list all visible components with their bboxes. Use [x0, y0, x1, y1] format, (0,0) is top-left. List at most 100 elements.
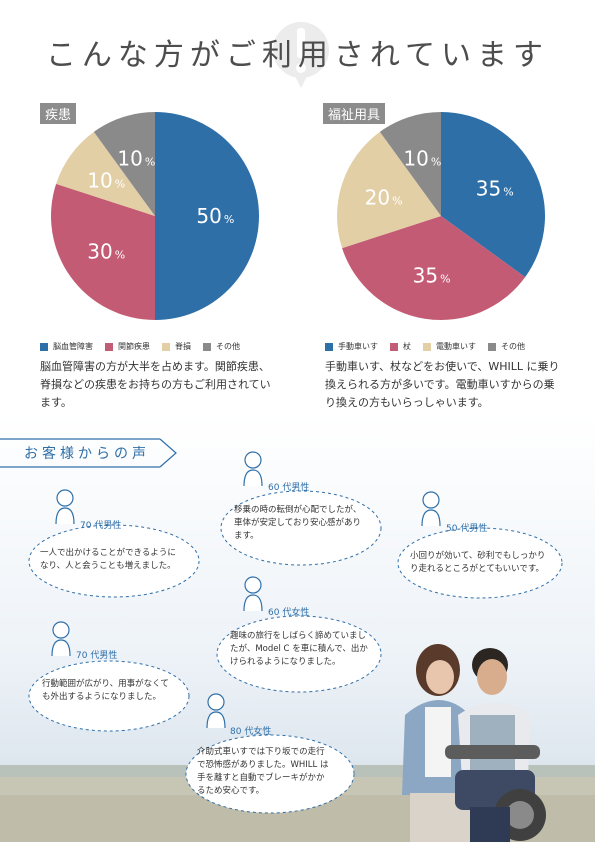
legend-label: その他	[501, 342, 525, 351]
pie-slice	[93, 112, 155, 216]
voice-text-line: 趣味の旅行をしばらく諦めていまし	[230, 631, 367, 641]
elderly-man-icon	[55, 489, 75, 525]
pie-slice-value: 10	[117, 147, 142, 171]
legend-item: 脊損	[162, 341, 191, 352]
legend-label: その他	[216, 342, 240, 351]
legend-swatch	[162, 342, 170, 351]
pie-slice-label: 10%	[403, 147, 441, 171]
pie-slice-label: 30%	[87, 239, 125, 263]
legend-swatch	[423, 342, 431, 351]
pie-slice	[379, 112, 441, 216]
elderly-woman-icon	[206, 693, 226, 729]
voice-text-line: も外出するようになりました。	[42, 692, 162, 702]
percent-sign: %	[145, 156, 155, 169]
voice-text-line: たが、Model C を車に積んで、出か	[230, 644, 368, 654]
voice-bubble	[28, 524, 200, 598]
pie-slice-label: 10%	[87, 169, 125, 193]
voice-age: 70 代男性	[76, 651, 118, 661]
legend-item: 脳血管障害	[40, 341, 93, 352]
disease-tag: 疾患	[40, 103, 77, 124]
pie-slice-label: 10%	[117, 147, 155, 171]
legend-item: その他	[203, 341, 240, 352]
percent-sign: %	[392, 194, 402, 207]
pie-slice-label: 35%	[413, 264, 451, 288]
pie-slice	[56, 131, 156, 216]
voice-text-line: 小回りが効いて、砂利でもしっかり	[410, 551, 546, 561]
legend-label: 脊損	[175, 342, 191, 351]
voice-bubble	[216, 615, 382, 693]
voice-bubble	[28, 660, 190, 732]
pie-slice-value: 10	[403, 147, 428, 171]
percent-sign: %	[224, 213, 234, 226]
pie-slice-value: 30	[87, 239, 112, 263]
equipment-pie-chart: 35 %35 %20 %10%	[337, 112, 545, 320]
voice-text-line: 一人で出かけることができるように	[40, 548, 176, 558]
description-line: 脊損などの疾患をお持ちの方もご利用されてい	[40, 378, 271, 391]
voice-text-line: 介助式車いすでは下り坂での走行	[197, 747, 325, 757]
description-line: ます。	[40, 396, 72, 409]
voices-heading-banner	[0, 438, 177, 468]
description-line: 脳血管障害の方が大半を占めます。関節疾患、	[40, 360, 270, 373]
legend-swatch	[390, 342, 398, 351]
legend-label: 手動車いす	[338, 342, 378, 351]
disease-legend: 脳血管障害 関節疾患 脊損 その他	[40, 341, 252, 352]
voice-age: 50 代男性	[446, 524, 488, 534]
voice-text-line: けられるようになりました。	[230, 657, 341, 667]
description-line: 手動車いす、杖などをお使いで、WHILL に乗り	[325, 360, 560, 373]
voice-text-line: 移乗の時の転倒が心配でしたが、	[234, 505, 362, 515]
voice-text-line: 行動範囲が広がり、用事がなくて	[42, 679, 169, 689]
voice-text-line: 車体が安定しており安心感があり	[234, 518, 361, 528]
voice-text: 介助式車いすでは下り坂での走行 で恐怖感がありました。WHILL は 手を離すと…	[197, 746, 352, 798]
voice-age: 60 代男性	[268, 483, 310, 493]
pie-slice	[337, 131, 441, 249]
voice-text-line: ます。	[234, 531, 259, 541]
voice-text: 移乗の時の転倒が心配でしたが、 車体が安定しており安心感があり ます。	[234, 504, 384, 543]
voice-bubble	[397, 527, 563, 599]
legend-label: 脳血管障害	[53, 342, 93, 351]
description-line: 換えられる方が多いです。電動車いすからの乗	[325, 378, 555, 391]
percent-sign: %	[431, 156, 441, 169]
legend-swatch	[203, 342, 211, 351]
man-in-wheelchair-figure	[445, 648, 546, 842]
equipment-description: 手動車いす、杖などをお使いで、WHILL に乗り 換えられる方が多いです。電動車…	[325, 358, 575, 412]
pie-slice-value: 35	[413, 264, 438, 288]
legend-item: 電動車いす	[423, 341, 476, 352]
woman-figure	[402, 644, 472, 842]
page-title: こんな方がご利用されています	[45, 38, 550, 73]
equipment-legend: 手動車いす 杖 電動車いす その他	[325, 341, 537, 352]
voices-heading: お客様からの声	[24, 446, 150, 462]
description-line: り換えの方もいらっしゃいます。	[325, 396, 489, 409]
elderly-man-icon	[51, 621, 71, 657]
pie-slice	[342, 216, 526, 320]
voice-text: 小回りが効いて、砂利でもしっかり り走れるところがとてもいいです。	[410, 550, 560, 576]
legend-item: 関節疾患	[105, 341, 150, 352]
legend-swatch	[488, 342, 496, 351]
disease-pie-chart: 50 %30 %10 %10%	[50, 112, 259, 320]
legend-item: その他	[488, 341, 525, 352]
pie-slice-value: 50	[196, 204, 221, 228]
pie-slice-value: 20	[365, 185, 390, 209]
man-icon	[421, 491, 441, 527]
voice-text: 行動範囲が広がり、用事がなくて も外出するようになりました。	[42, 678, 192, 704]
legend-label: 電動車いす	[436, 342, 476, 351]
legend-label: 関節疾患	[118, 342, 150, 351]
percent-sign: %	[115, 248, 125, 261]
voice-text-line: なり、人と会うことも増えました。	[40, 561, 176, 571]
percent-sign: %	[440, 273, 450, 286]
pie-slice-label: 20%	[365, 185, 403, 209]
percent-sign: %	[503, 186, 513, 199]
voice-text-line: 手を離すと自動でブレーキがかか	[197, 773, 325, 783]
voice-text: 一人で出かけることができるように なり、人と会うことも増えました。	[40, 547, 200, 573]
legend-swatch	[105, 342, 113, 351]
man-icon	[243, 451, 263, 487]
legend-item: 杖	[390, 341, 411, 352]
pie-slice-label: 50%	[196, 204, 234, 228]
pie-slice-label: 35%	[476, 177, 514, 201]
voice-text-line: り走れるところがとてもいいです。	[410, 564, 545, 574]
legend-label: 杖	[403, 342, 411, 351]
equipment-tag: 福祉用具	[323, 103, 386, 124]
voice-age: 70 代男性	[80, 521, 122, 531]
woman-icon	[243, 576, 263, 612]
voice-text-line: るため安心です。	[197, 786, 265, 796]
legend-swatch	[40, 342, 48, 351]
